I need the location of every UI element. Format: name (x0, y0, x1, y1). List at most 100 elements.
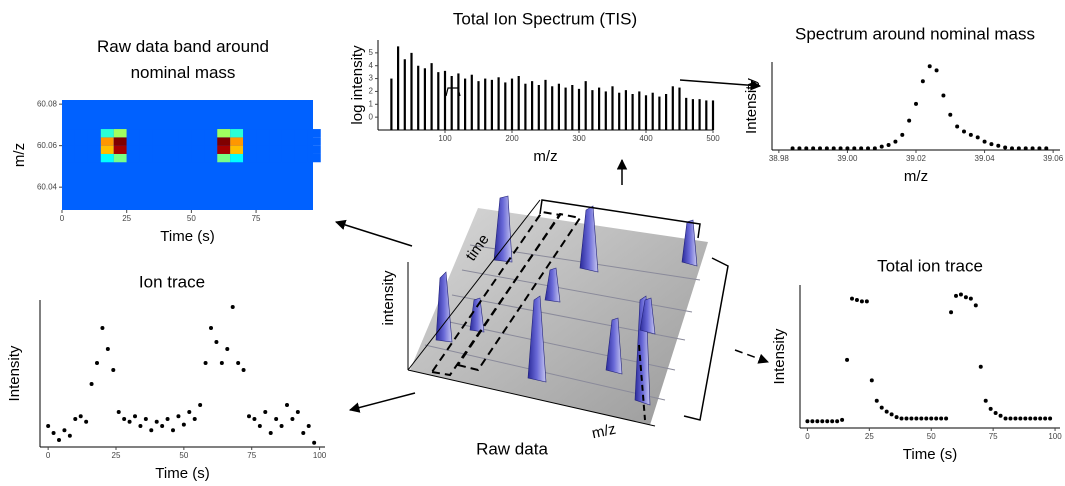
heat-cell (74, 153, 88, 163)
data-point (122, 417, 127, 421)
x-tick-label: 500 (706, 134, 720, 143)
data-point (1023, 416, 1028, 421)
data-point (824, 146, 829, 151)
data-point (1044, 146, 1049, 151)
data-point (914, 416, 919, 421)
x-tick-label: 39.02 (906, 154, 927, 163)
data-point (941, 93, 946, 98)
heat-cell (126, 137, 140, 146)
heat-cell (113, 137, 127, 146)
heat-cell (243, 153, 257, 163)
data-point (978, 364, 983, 369)
y-tick-label: 5 (369, 48, 374, 57)
data-point (105, 347, 110, 351)
x-tick-label: 0 (805, 432, 810, 441)
heat-cell (165, 153, 179, 163)
data-point (944, 416, 949, 421)
heat-cell (62, 137, 75, 146)
heat-cell (139, 137, 153, 146)
x-tick-label: 75 (252, 214, 261, 223)
heat-cell (100, 153, 114, 163)
heat-cell (113, 129, 127, 138)
heat-cell (191, 145, 205, 154)
data-point (954, 293, 958, 298)
data-point (975, 135, 980, 140)
data-point (230, 305, 235, 309)
heat-cell (243, 129, 257, 138)
data-point (805, 419, 810, 424)
data-point (893, 139, 898, 144)
heat-cell (217, 137, 231, 146)
data-point (934, 68, 939, 73)
data-point (929, 416, 934, 421)
data-point (810, 419, 815, 424)
heat-cell (87, 153, 101, 163)
y-axis-label: Intensity (743, 78, 760, 134)
data-point (252, 417, 257, 421)
data-point (968, 296, 973, 301)
data-point (854, 297, 859, 302)
heat-cell (281, 129, 295, 138)
data-point (983, 398, 988, 403)
heat-cell (230, 145, 244, 154)
data-point (209, 326, 213, 330)
x-tick-label: 100 (438, 134, 452, 143)
heat-cell (243, 145, 257, 154)
data-point (962, 129, 966, 134)
data-point (866, 146, 870, 151)
x-tick-label: 38.98 (769, 154, 790, 163)
heat-cell (294, 153, 308, 163)
arrow (734, 349, 769, 364)
heat-cell (230, 137, 244, 146)
data-point (1003, 145, 1008, 150)
heat-cell (152, 129, 166, 138)
heat-cell (204, 137, 218, 146)
data-point (886, 142, 891, 147)
data-point (948, 112, 953, 117)
y-axis-label: Intensity (771, 328, 788, 384)
data-point (1038, 416, 1043, 421)
heat-cell (217, 145, 231, 154)
data-point (831, 146, 836, 151)
data-point (1048, 416, 1053, 421)
chart-title: Total ion trace (877, 256, 983, 275)
data-point (939, 416, 944, 421)
arrows (334, 79, 769, 413)
data-point (1013, 416, 1018, 421)
arrow (348, 392, 416, 413)
data-point (143, 417, 148, 421)
data-point (1016, 146, 1021, 151)
data-point (67, 433, 72, 438)
heat-cell (217, 153, 231, 163)
x-tick-label: 39.00 (837, 154, 858, 163)
y-axis-label: log intensity (349, 45, 366, 125)
data-point (1003, 416, 1008, 421)
data-point (57, 438, 61, 442)
heat-cell (87, 145, 101, 154)
data-point (949, 310, 954, 315)
data-point (116, 410, 121, 414)
data-point (924, 416, 929, 421)
data-point (993, 411, 998, 416)
y-tick-label: 60.06 (37, 141, 58, 150)
x-tick-label: 75 (989, 432, 998, 441)
x-tick-label: 50 (179, 451, 188, 460)
data-point (840, 417, 845, 422)
x-tick-label: 50 (927, 432, 936, 441)
data-point (203, 361, 208, 365)
mz-label: m/z (590, 421, 617, 443)
data-point (160, 424, 165, 428)
y-tick-label: 3 (369, 74, 374, 83)
data-point (804, 146, 809, 151)
data-point (176, 414, 181, 419)
data-point (198, 403, 203, 407)
heat-cell (204, 145, 218, 154)
heat-cell (165, 137, 179, 146)
x-tick-label: 75 (247, 451, 256, 460)
data-point (797, 146, 802, 151)
heat-cell (165, 129, 179, 138)
data-point (934, 416, 939, 421)
data-point (1028, 416, 1033, 421)
dashed-slice (638, 344, 646, 421)
